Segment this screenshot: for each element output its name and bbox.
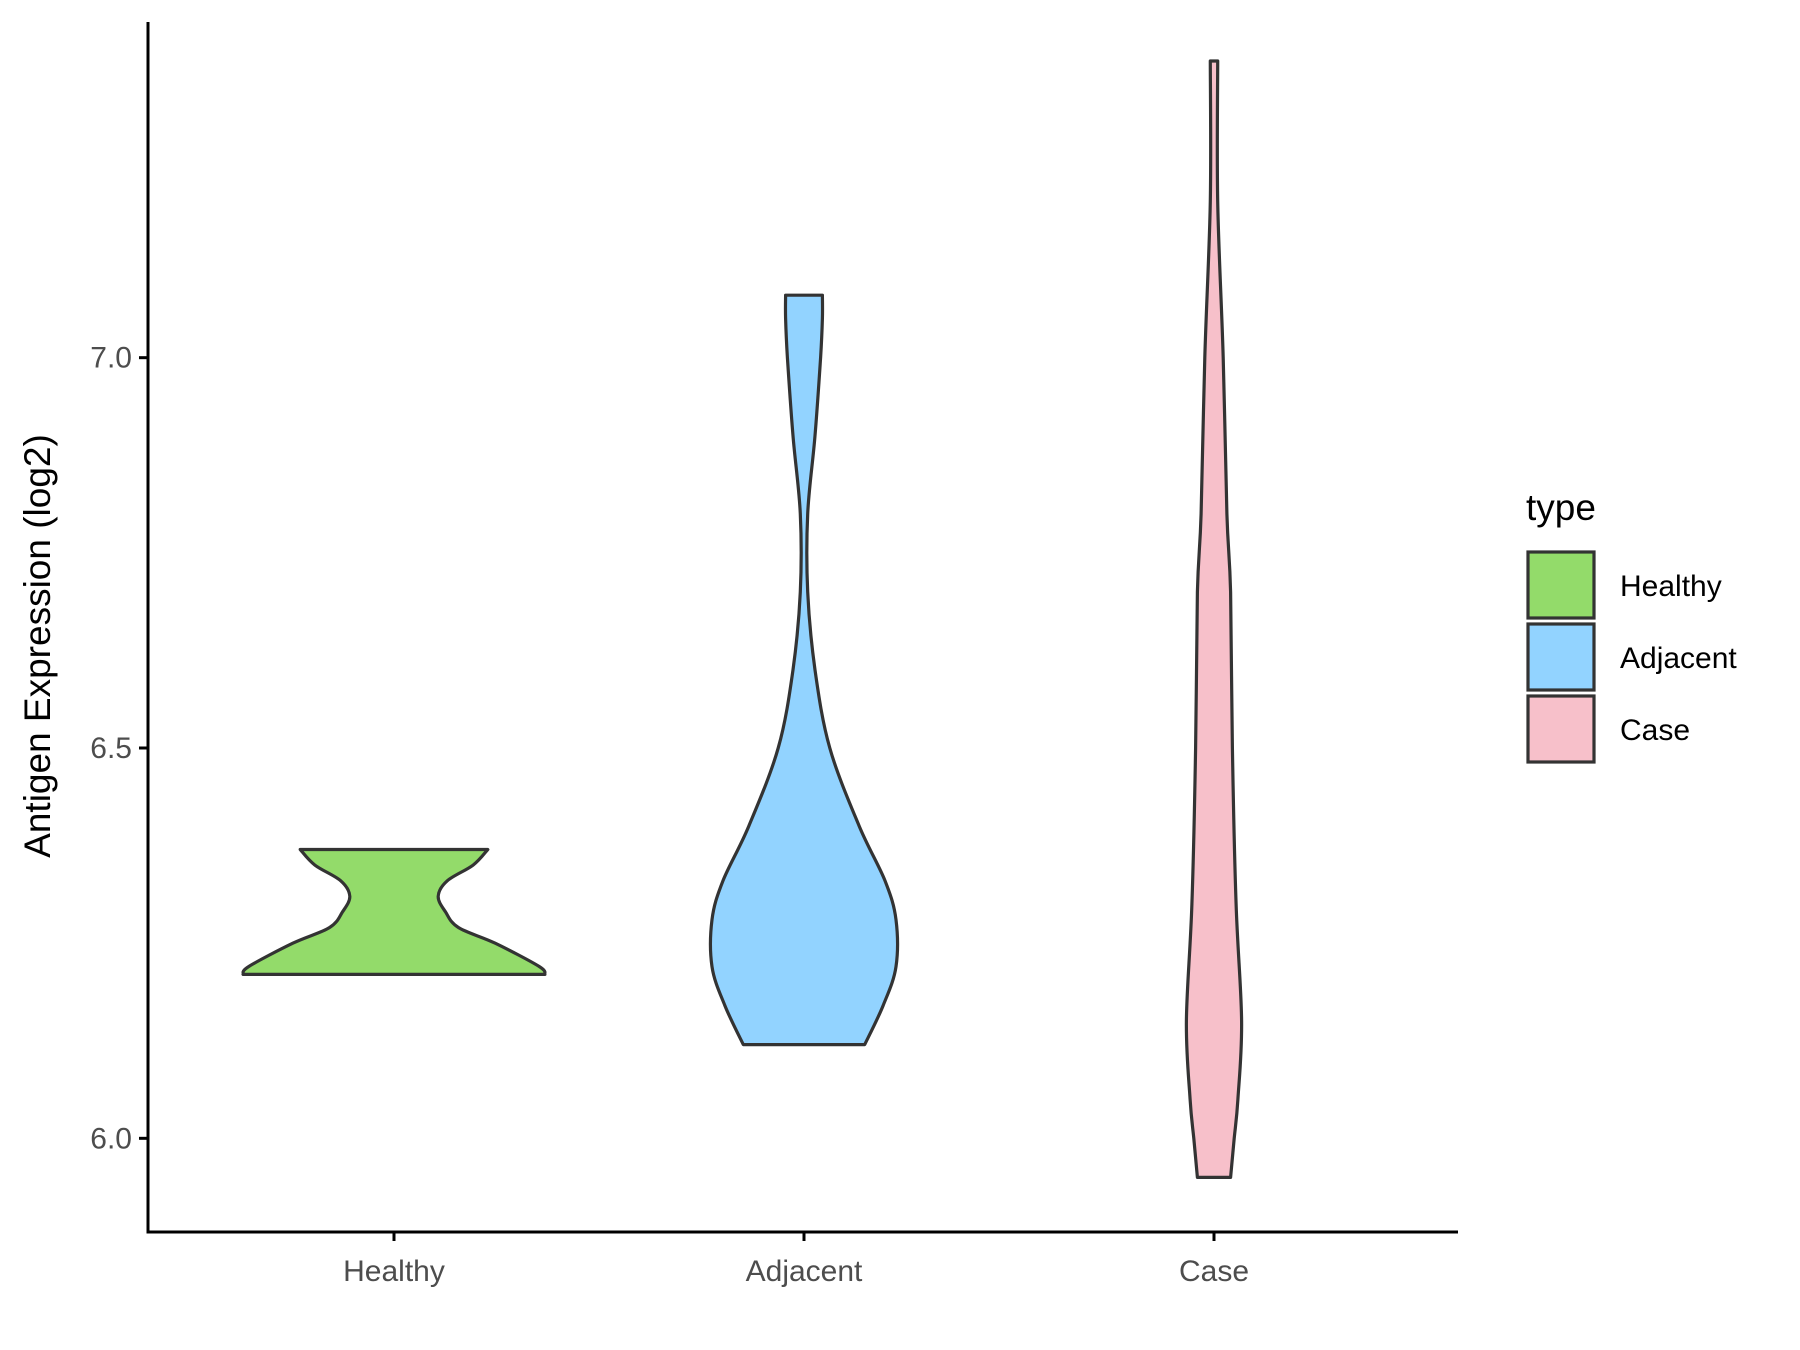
x-axis-ticks: Healthy Adjacent Case bbox=[343, 1232, 1249, 1288]
violin-layer bbox=[241, 59, 1244, 1179]
legend-key-healthy bbox=[1526, 550, 1596, 620]
legend-title: type bbox=[1526, 487, 1596, 528]
y-tick-label: 6.5 bbox=[90, 732, 132, 765]
y-axis-ticks: 6.0 6.5 7.0 bbox=[90, 342, 148, 1155]
legend-label: Adjacent bbox=[1620, 642, 1737, 675]
legend-label: Healthy bbox=[1620, 570, 1722, 603]
y-axis-title: Antigen Expression (log2) bbox=[17, 434, 58, 858]
violin-case bbox=[1184, 59, 1244, 1179]
x-tick-label: Adjacent bbox=[746, 1255, 863, 1288]
y-tick-label: 7.0 bbox=[90, 342, 132, 375]
y-tick-label: 6.0 bbox=[90, 1122, 132, 1155]
legend: type Healthy Adjacent Case bbox=[1526, 487, 1737, 764]
legend-key-adjacent bbox=[1526, 622, 1596, 692]
violin-healthy bbox=[241, 847, 547, 976]
violin-adjacent bbox=[708, 293, 900, 1047]
x-tick-label: Healthy bbox=[343, 1255, 445, 1288]
legend-key-case bbox=[1526, 694, 1596, 764]
x-tick-label: Case bbox=[1179, 1255, 1249, 1288]
legend-label: Case bbox=[1620, 714, 1690, 747]
